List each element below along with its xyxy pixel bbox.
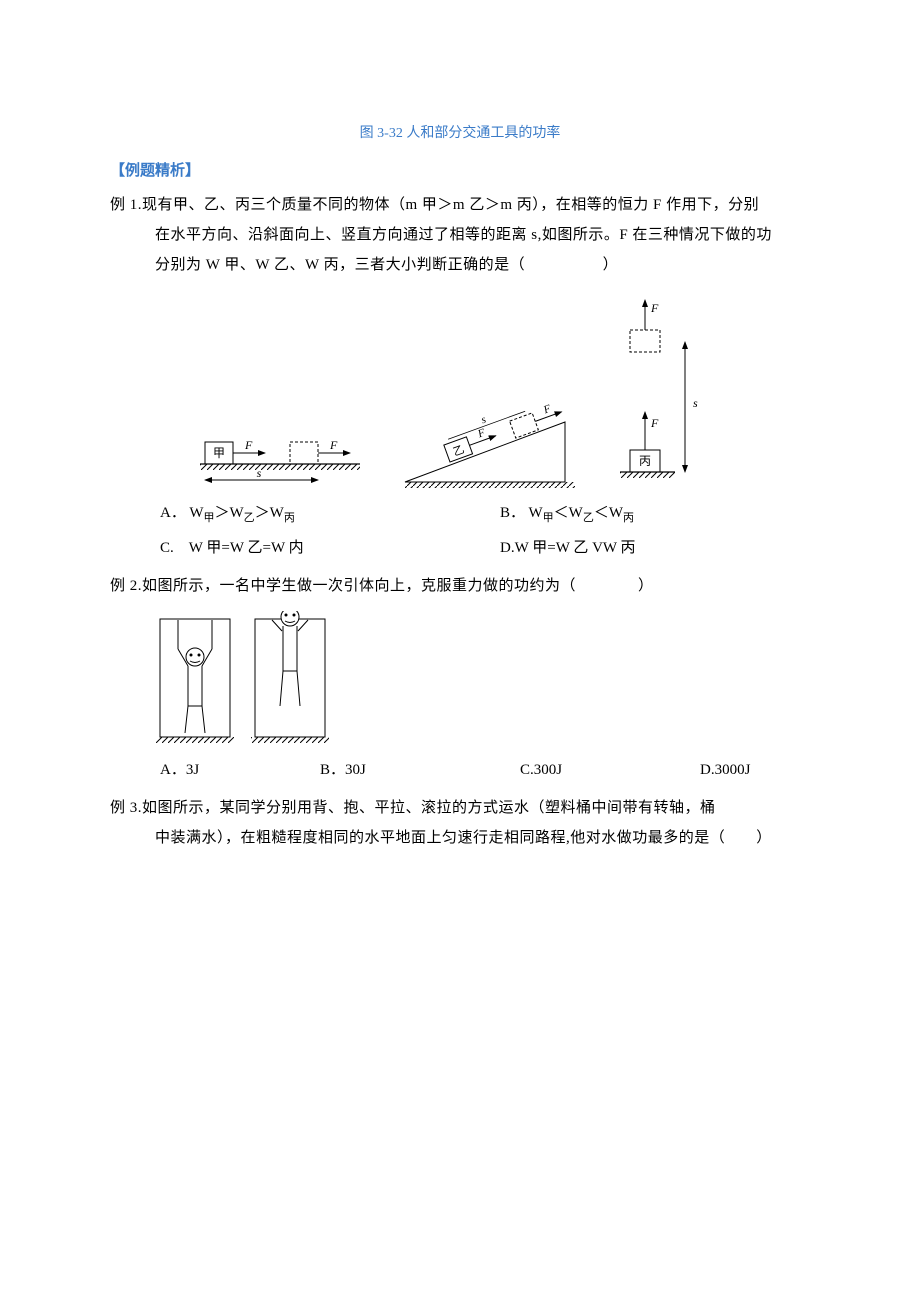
p1a-t2: ＞W	[215, 505, 244, 521]
problem-1: 例 1.现有甲、乙、丙三个质量不同的物体（m 甲＞m 乙＞m 丙），在相等的恒力…	[110, 190, 810, 563]
option-2C: C.300J	[520, 755, 700, 785]
label-jia: 甲	[213, 446, 225, 460]
force-label-3b: F	[650, 301, 659, 315]
option-1A-label: A．	[160, 505, 186, 521]
p1b-t0: W	[529, 505, 543, 521]
problem-1-options-row2: C. W 甲=W 乙=W 内 D.W 甲=W 乙 VW 丙	[160, 533, 810, 563]
p1a-t0: W	[189, 505, 203, 521]
option-1D: D.W 甲=W 乙 VW 丙	[500, 533, 636, 563]
problem-2: 例 2.如图所示，一名中学生做一次引体向上，克服重力做的功约为（ ）	[110, 571, 810, 785]
option-1B: B． W甲＜W乙＜W丙	[500, 498, 634, 529]
problem-3: 例 3.如图所示，某同学分别用背、抱、平拉、滚拉的方式运水（塑料桶中间带有转轴，…	[110, 793, 810, 853]
problem-3-line2: 中装满水），在粗糙程度相同的水平地面上匀速行走相同路程,他对水做功最多的是（ ）	[110, 823, 810, 853]
option-1B-label: B．	[500, 505, 525, 521]
option-1C-label: C.	[160, 540, 174, 556]
option-1D-text: W 甲=W 乙 VW 丙	[515, 540, 636, 556]
option-1A: A． W甲＞W乙＞W丙	[160, 498, 500, 529]
force-label-2b: F	[541, 403, 553, 417]
problem-1-line2: 在水平方向、沿斜面向上、竖直方向通过了相等的距离 s,如图所示。F 在三种情况下…	[110, 220, 810, 250]
problem-3-line1: 例 3.如图所示，某同学分别用背、抱、平拉、滚拉的方式运水（塑料桶中间带有转轴，…	[110, 793, 810, 823]
p1a-t4: ＞W	[255, 505, 284, 521]
problem-1-options-row1: A． W甲＞W乙＞W丙 B． W甲＜W乙＜W丙	[160, 498, 810, 529]
option-1C-text: W 甲=W 乙=W 内	[174, 540, 304, 556]
option-1D-label: D.	[500, 540, 515, 556]
problem-2-options: A．3J B．30J C.300J D.3000J	[160, 755, 810, 785]
problem-2-line: 例 2.如图所示，一名中学生做一次引体向上，克服重力做的功约为（ ）	[110, 571, 810, 601]
problem-1-line1: 例 1.现有甲、乙、丙三个质量不同的物体（m 甲＞m 乙＞m 丙），在相等的恒力…	[110, 190, 810, 220]
figure-jia: 甲 F F s	[195, 422, 365, 492]
p1b-t5: 丙	[623, 512, 634, 524]
p1b-t3: 乙	[583, 512, 594, 524]
p1a-t1: 甲	[204, 512, 215, 524]
dist-label-2: s	[480, 414, 488, 427]
p1a-t5: 丙	[284, 512, 295, 524]
option-2B: B．30J	[320, 755, 520, 785]
force-label-3a: F	[650, 416, 659, 430]
option-1C: C. W 甲=W 乙=W 内	[160, 533, 500, 563]
pull-up-figure	[150, 611, 340, 751]
problem-1-figure: 甲 F F s	[110, 292, 810, 492]
label-bing: 丙	[639, 454, 651, 468]
option-2D: D.3000J	[700, 755, 750, 785]
problem-2-figure	[150, 611, 810, 751]
p1b-t4: ＜W	[594, 505, 623, 521]
option-2A: A．3J	[160, 755, 320, 785]
dist-label-1: s	[257, 466, 262, 480]
section-title: 【例题精析】	[110, 156, 810, 186]
figure-caption: 图 3-32 人和部分交通工具的功率	[110, 120, 810, 148]
p1b-t1: 甲	[543, 512, 554, 524]
p1b-t2: ＜W	[554, 505, 583, 521]
force-label-1b: F	[329, 438, 338, 452]
p1a-t3: 乙	[244, 512, 255, 524]
force-label-1a: F	[244, 438, 253, 452]
figure-yi: 乙 F F s	[395, 402, 585, 492]
problem-1-line3: 分别为 W 甲、W 乙、W 丙，三者大小判断正确的是（ ）	[110, 250, 810, 280]
figure-bing: 丙 F F s	[615, 292, 725, 492]
dist-label-3: s	[693, 396, 698, 410]
